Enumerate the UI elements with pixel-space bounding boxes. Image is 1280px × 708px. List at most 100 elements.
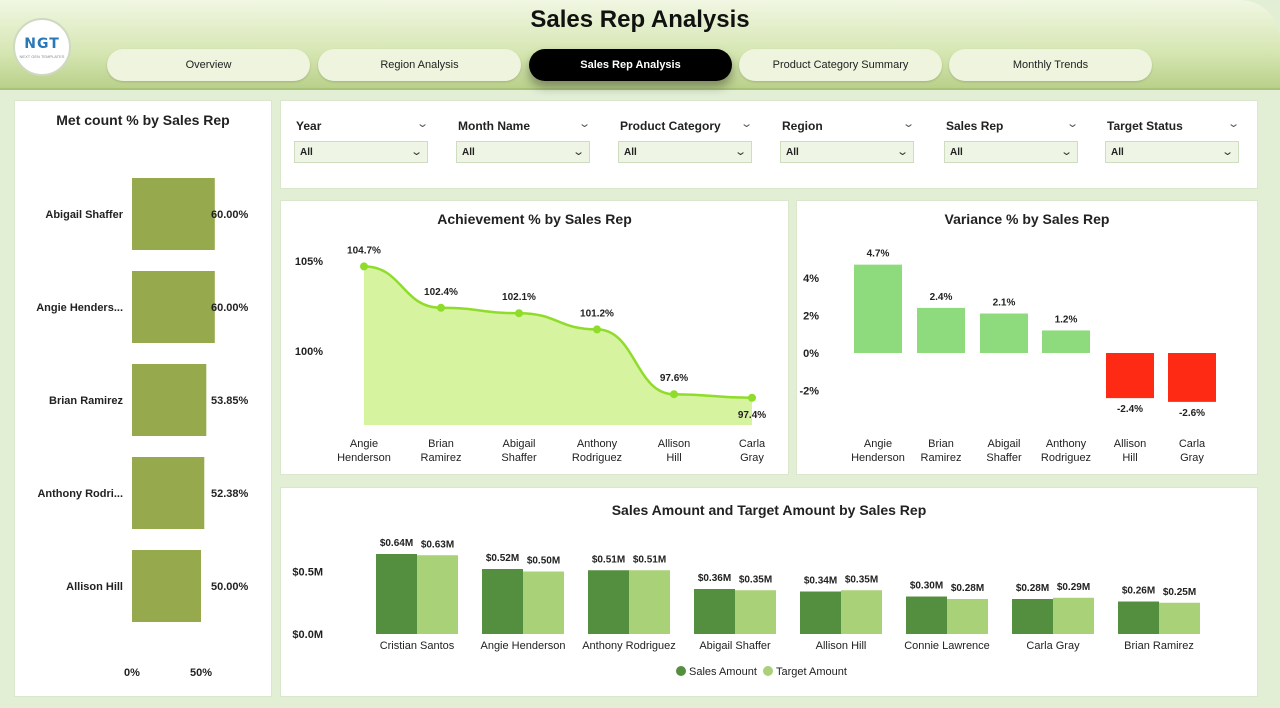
legend-label: Target Amount [776, 666, 847, 678]
sales-target-x-label: Connie Lawrence [904, 640, 990, 652]
met-count-bar [132, 550, 201, 622]
chevron-down-icon[interactable]: ⌄ [902, 118, 916, 130]
sales-target-data-label: $0.63M [421, 539, 454, 550]
variance-x-label: Angie Henderson [851, 438, 905, 464]
sales-target-data-label: $0.25M [1163, 587, 1196, 598]
sales-target-bar [376, 554, 417, 634]
tab-sales-rep-analysis[interactable]: Sales Rep Analysis [529, 49, 732, 81]
variance-card: Variance % by Sales Rep 4% 2% 0% -2% 4.7% 2.4… [796, 200, 1258, 475]
sales-target-data-label: $0.51M [592, 554, 625, 565]
achievement-card: Achievement % by Sales Rep 105% 100% 104.7… [280, 200, 789, 475]
tab-product-category-summary[interactable]: Product Category Summary [739, 49, 942, 81]
met-count-title: Met count % by Sales Rep [56, 112, 230, 128]
met-count-bar [132, 457, 205, 529]
achievement-x-label: Abigail Shaffer [501, 438, 537, 464]
sales-target-data-label: $0.28M [951, 583, 984, 594]
legend-marker-icon [763, 666, 773, 676]
sales-target-x-label: Carla Gray [1026, 640, 1080, 652]
variance-data-label: 4.7% [867, 249, 890, 260]
filter-target-status-select[interactable]: All ⌄ [1105, 141, 1239, 163]
achievement-point [670, 390, 678, 399]
filter-sales-rep-select[interactable]: All ⌄ [944, 141, 1078, 163]
achievement-y-tick: 100% [295, 346, 323, 358]
tab-monthly-trends[interactable]: Monthly Trends [949, 49, 1152, 81]
achievement-point [437, 303, 445, 312]
sales-target-x-label: Cristian Santos [380, 640, 455, 652]
met-count-card: Met count % by Sales Rep Abigail Shaffer… [14, 100, 272, 697]
sales-target-bar [906, 596, 947, 634]
sales-target-x-label: Allison Hill [816, 640, 867, 652]
filter-year-label: Year [296, 119, 322, 133]
sales-target-bar [629, 570, 670, 634]
variance-bar [1106, 353, 1154, 399]
met-count-category-label: Anthony Rodri... [37, 488, 123, 500]
variance-data-label: 2.1% [993, 298, 1016, 309]
filter-region-select[interactable]: All ⌄ [780, 141, 914, 163]
chevron-down-icon[interactable]: ⌄ [1066, 118, 1080, 130]
met-count-category-label: Angie Henders... [36, 302, 123, 314]
chevron-down-icon[interactable]: ⌄ [740, 118, 754, 130]
sales-target-bar [841, 590, 882, 634]
variance-x-label: Anthony Rodriguez [1041, 438, 1091, 464]
achievement-chart: 105% 100% 104.7% 102.4% 102.1% 101.2% 97.6% 97.… [295, 245, 766, 464]
logo[interactable]: NGT NEXT GEN TEMPLATES [13, 18, 71, 76]
sales-target-y-tick: $0.5M [292, 567, 323, 579]
met-count-x-tick: 50% [190, 667, 212, 679]
logo-subtext: NEXT GEN TEMPLATES [19, 53, 65, 59]
sales-target-bar [417, 555, 458, 634]
filter-product-category-select[interactable]: All ⌄ [618, 141, 752, 163]
sales-target-bar [1159, 602, 1200, 634]
sales-target-data-label: $0.29M [1057, 582, 1090, 593]
achievement-x-label: Anthony Rodriguez [572, 438, 622, 464]
sales-target-data-label: $0.35M [739, 574, 772, 585]
met-count-data-label: 52.38% [211, 488, 249, 500]
chevron-down-icon[interactable]: ⌄ [416, 118, 430, 130]
variance-bar [1042, 330, 1090, 353]
tab-region-analysis[interactable]: Region Analysis [318, 49, 521, 81]
achievement-y-tick: 105% [295, 256, 323, 268]
variance-x-label: Brian Ramirez [921, 438, 962, 464]
met-count-bar [132, 178, 215, 250]
filter-target-status-value: All [1111, 147, 1124, 158]
sales-target-bar [523, 571, 564, 634]
variance-data-label: 1.2% [1055, 314, 1078, 325]
achievement-data-label: 101.2% [580, 308, 614, 319]
achievement-point [360, 262, 368, 271]
variance-bar [1168, 353, 1216, 402]
met-count-data-label: 60.00% [211, 302, 249, 314]
variance-x-label: Abigail Shaffer [986, 438, 1022, 464]
filter-target-status-label: Target Status [1107, 119, 1183, 133]
chevron-down-icon: ⌄ [733, 146, 747, 158]
achievement-x-label: Brian Ramirez [421, 438, 462, 464]
sales-target-x-label: Anthony Rodriguez [582, 640, 676, 652]
sales-target-data-label: $0.28M [1016, 583, 1049, 594]
sales-target-x-label: Brian Ramirez [1124, 640, 1194, 652]
variance-title: Variance % by Sales Rep [944, 211, 1110, 227]
achievement-title: Achievement % by Sales Rep [437, 211, 632, 227]
tab-overview[interactable]: Overview [107, 49, 310, 81]
filter-year-select[interactable]: All ⌄ [294, 141, 428, 163]
chevron-down-icon: ⌄ [895, 146, 909, 158]
filter-month-name-select[interactable]: All ⌄ [456, 141, 590, 163]
variance-data-label: -2.6% [1179, 408, 1205, 419]
header-banner: NGT NEXT GEN TEMPLATES Sales Rep Analysi… [0, 0, 1280, 90]
sales-target-bar [482, 569, 523, 634]
sales-target-data-label: $0.50M [527, 556, 560, 567]
met-count-data-label: 60.00% [211, 209, 249, 221]
achievement-point [748, 393, 756, 402]
sales-target-data-label: $0.26M [1122, 586, 1155, 597]
met-count-data-label: 53.85% [211, 395, 249, 407]
logo-text: NGT [24, 35, 60, 52]
variance-data-label: 2.4% [930, 292, 953, 303]
page-title: Sales Rep Analysis [530, 6, 750, 33]
sales-target-data-label: $0.30M [910, 581, 943, 592]
variance-y-tick: 0% [803, 348, 819, 360]
filter-year-value: All [300, 147, 313, 158]
sales-target-x-label: Angie Henderson [480, 640, 565, 652]
filter-sales-rep-value: All [950, 147, 963, 158]
chevron-down-icon[interactable]: ⌄ [1227, 118, 1241, 130]
achievement-x-label: Angie Henderson [337, 438, 391, 464]
sales-target-data-label: $0.64M [380, 538, 413, 549]
chevron-down-icon[interactable]: ⌄ [578, 118, 592, 130]
variance-y-tick: -2% [799, 386, 819, 398]
